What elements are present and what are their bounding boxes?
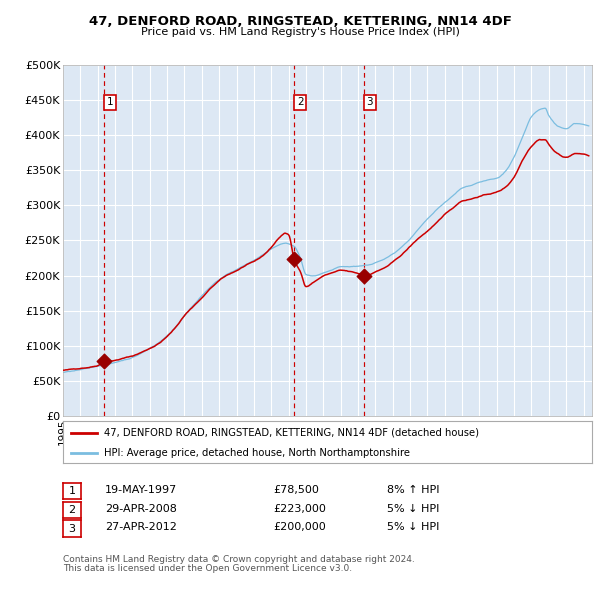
Point	[289, 255, 299, 264]
Text: 1: 1	[68, 486, 76, 496]
Text: 47, DENFORD ROAD, RINGSTEAD, KETTERING, NN14 4DF: 47, DENFORD ROAD, RINGSTEAD, KETTERING, …	[89, 15, 511, 28]
Text: 47, DENFORD ROAD, RINGSTEAD, KETTERING, NN14 4DF (detached house): 47, DENFORD ROAD, RINGSTEAD, KETTERING, …	[104, 428, 479, 438]
Text: 2: 2	[297, 97, 304, 107]
Text: 29-APR-2008: 29-APR-2008	[105, 504, 177, 513]
Text: HPI: Average price, detached house, North Northamptonshire: HPI: Average price, detached house, Nort…	[104, 448, 410, 457]
Text: 8% ↑ HPI: 8% ↑ HPI	[387, 485, 439, 494]
Text: 5% ↓ HPI: 5% ↓ HPI	[387, 523, 439, 532]
Text: 27-APR-2012: 27-APR-2012	[105, 523, 177, 532]
Text: Price paid vs. HM Land Registry's House Price Index (HPI): Price paid vs. HM Land Registry's House …	[140, 28, 460, 37]
Text: 2: 2	[68, 505, 76, 514]
Text: This data is licensed under the Open Government Licence v3.0.: This data is licensed under the Open Gov…	[63, 564, 352, 573]
Text: 5% ↓ HPI: 5% ↓ HPI	[387, 504, 439, 513]
Text: £200,000: £200,000	[273, 523, 326, 532]
Text: 3: 3	[68, 524, 76, 533]
Text: 3: 3	[366, 97, 373, 107]
Point	[359, 271, 368, 280]
Text: £223,000: £223,000	[273, 504, 326, 513]
Text: 1: 1	[107, 97, 113, 107]
Point	[100, 356, 109, 366]
Text: 19-MAY-1997: 19-MAY-1997	[105, 485, 177, 494]
Text: Contains HM Land Registry data © Crown copyright and database right 2024.: Contains HM Land Registry data © Crown c…	[63, 555, 415, 564]
Text: £78,500: £78,500	[273, 485, 319, 494]
